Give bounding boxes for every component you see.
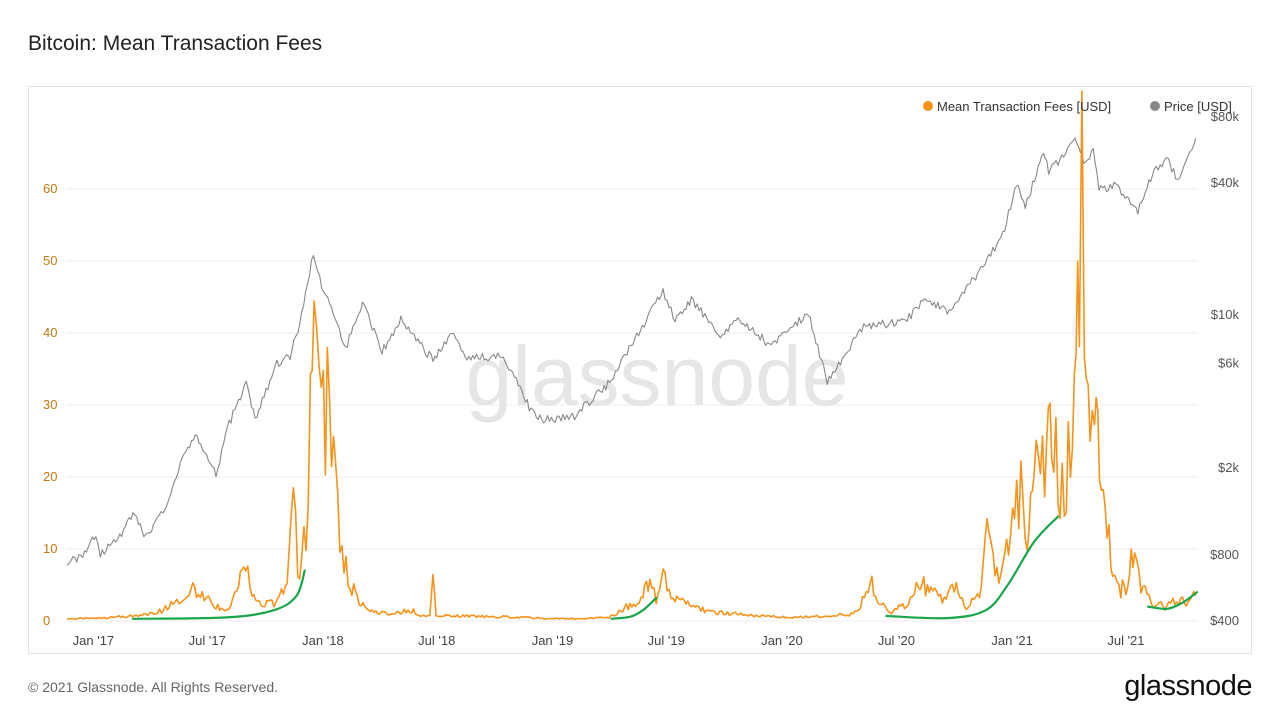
- right-tick-label: $80k: [1211, 109, 1240, 124]
- page-title: Bitcoin: Mean Transaction Fees: [28, 32, 323, 55]
- grid-lines: [67, 188, 1197, 622]
- legend-fees-marker: [923, 101, 933, 111]
- x-tick-label: Jan '19: [532, 633, 574, 648]
- left-tick-label: 20: [43, 469, 57, 484]
- copyright-text: © 2021 Glassnode. All Rights Reserved.: [28, 679, 279, 695]
- x-tick-label: Jul '17: [189, 633, 226, 648]
- legend-fees-label: Mean Transaction Fees [USD]: [937, 99, 1111, 114]
- fees-price-chart: glassnode 0 10 20 30 40 50 60 $400 $800 $2k $6k $1…: [43, 90, 1239, 648]
- x-tick-label: Jul '18: [418, 633, 455, 648]
- right-tick-label: $40k: [1211, 175, 1240, 190]
- annotation-layer: [131, 515, 1199, 620]
- x-tick-label: Jan '18: [302, 633, 344, 648]
- trend-curve-3: [885, 515, 1060, 620]
- x-axis: Jan '17 Jul '17 Jan '18 Jul '18 Jan '19 Jul '…: [73, 633, 1145, 648]
- fees-line: [66, 90, 1197, 621]
- x-tick-label: Jan '21: [991, 633, 1033, 648]
- left-y-axis: 0 10 20 30 40 50 60: [43, 181, 57, 628]
- trend-curve-2: [610, 596, 658, 620]
- trend-curve-4: [1146, 591, 1199, 611]
- x-tick-label: Jan '20: [761, 633, 803, 648]
- legend-price-marker: [1150, 101, 1160, 111]
- left-tick-label: 30: [43, 397, 57, 412]
- x-tick-label: Jan '17: [73, 633, 115, 648]
- right-tick-label: $800: [1210, 547, 1239, 562]
- legend-price-label: Price [USD]: [1164, 99, 1232, 114]
- x-tick-label: Jul '21: [1107, 633, 1144, 648]
- trend-curve-1: [131, 569, 306, 620]
- right-tick-label: $2k: [1218, 460, 1239, 475]
- legend-item-price[interactable]: Price [USD]: [1150, 99, 1232, 114]
- legend-item-fees[interactable]: Mean Transaction Fees [USD]: [923, 99, 1111, 114]
- series-layer: [66, 90, 1197, 621]
- left-tick-label: 40: [43, 325, 57, 340]
- legend: Mean Transaction Fees [USD] Price [USD]: [923, 99, 1232, 114]
- price-line: [66, 137, 1197, 566]
- right-tick-label: $400: [1210, 613, 1239, 628]
- watermark-text: glassnode: [466, 329, 849, 423]
- right-tick-label: $6k: [1218, 355, 1239, 370]
- right-tick-label: $10k: [1211, 307, 1240, 322]
- left-tick-label: 10: [43, 541, 57, 556]
- x-tick-label: Jul '20: [878, 633, 915, 648]
- glassnode-logo[interactable]: glassnode: [1124, 670, 1252, 702]
- x-tick-label: Jul '19: [648, 633, 685, 648]
- chart-frame: glassnode 0 10 20 30 40 50 60 $400 $800 $2k $6k $1…: [28, 86, 1252, 654]
- left-tick-label: 60: [43, 181, 57, 196]
- right-y-axis: $400 $800 $2k $6k $10k $40k $80k: [1210, 109, 1239, 628]
- left-tick-label: 50: [43, 253, 57, 268]
- left-tick-label: 0: [43, 613, 50, 628]
